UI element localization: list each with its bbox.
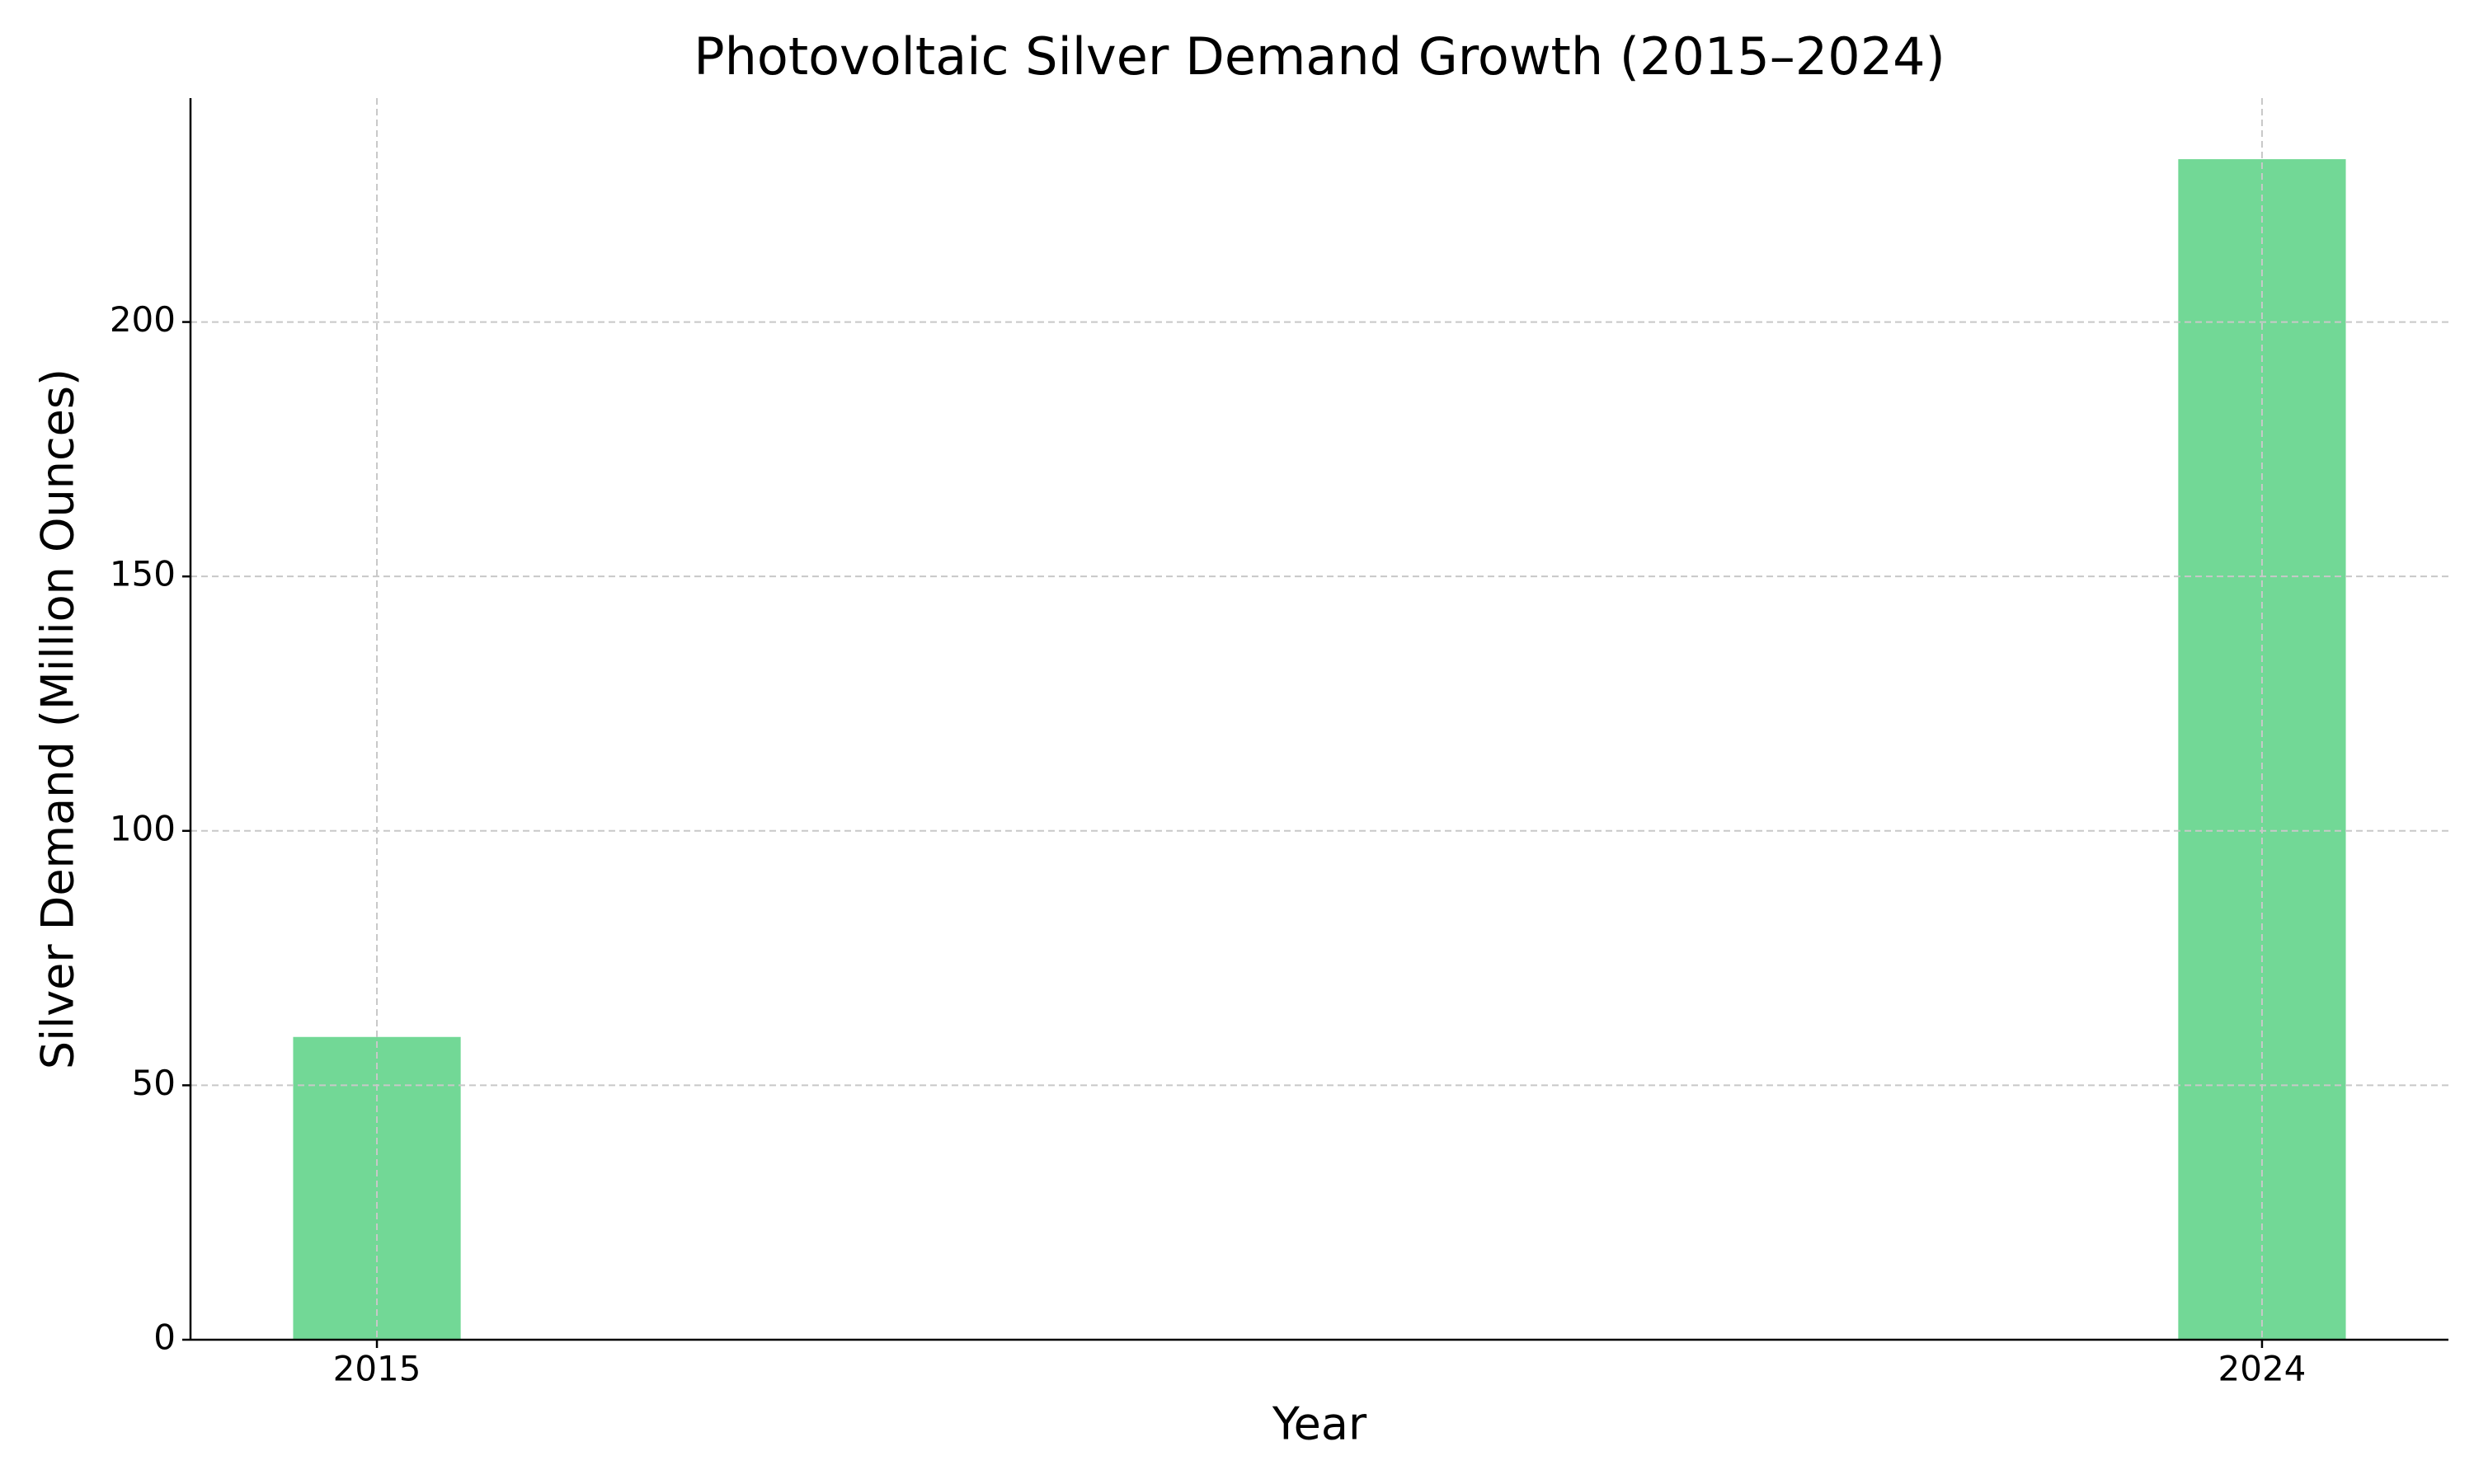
x-tick-label: 2024 — [2218, 1349, 2307, 1389]
x-axis-label: Year — [1272, 1398, 1367, 1450]
chart-title: Photovoltaic Silver Demand Growth (2015–… — [694, 26, 1945, 87]
y-tick-label: 200 — [110, 299, 176, 340]
y-axis-label: Silver Demand (Million Ounces) — [32, 369, 84, 1069]
y-tick-label: 100 — [110, 808, 176, 848]
y-tick-label: 50 — [132, 1063, 176, 1103]
x-tick-label: 2015 — [333, 1349, 421, 1389]
y-tick-label: 150 — [110, 554, 176, 594]
y-tick-label: 0 — [153, 1317, 176, 1358]
